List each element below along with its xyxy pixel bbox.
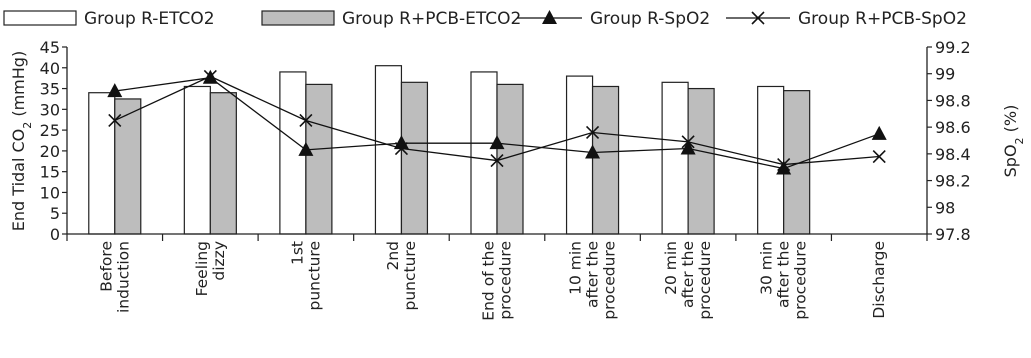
marker-group-r-pcb-spo2 <box>490 153 504 168</box>
right-tick-label: 98.2 <box>935 172 971 191</box>
marker-group-r-pcb-spo2 <box>299 113 313 128</box>
left-axis-title-sub: 2 <box>21 122 34 129</box>
marker-group-r-pcb-spo2 <box>394 141 409 156</box>
left-tick-label: 45 <box>40 38 60 57</box>
legend-swatch-group-r-pcb-etco2 <box>261 10 335 26</box>
category-label: 20 min <box>662 241 680 295</box>
bar-group-r-pcb-etco2 <box>400 81 429 235</box>
marker-group-r-pcb-spo2 <box>108 113 122 128</box>
legend-marker-group-r-pcb-spo2 <box>751 11 765 25</box>
left-tick-label: 30 <box>40 100 60 119</box>
category-label: after the <box>679 241 697 308</box>
bar-group-r-etco2 <box>88 92 116 235</box>
marker-group-r-spo2 <box>680 140 696 155</box>
category-label: procedure <box>696 241 714 320</box>
legend-label-group-r-pcb-etco2: Group R+PCB-ETCO2 <box>342 9 521 29</box>
bar-group-r-pcb-etco2 <box>687 87 715 235</box>
category-label: after the <box>775 241 793 308</box>
legend: Group R-ETCO2 Group R+PCB-ETCO2 Group R-Sp… <box>3 9 967 29</box>
marker-group-r-spo2 <box>107 83 123 98</box>
marker-group-r-spo2 <box>776 160 792 175</box>
legend-label-group-r-spo2: Group R-SpO2 <box>590 9 710 29</box>
category-label: 10 min <box>567 241 585 295</box>
marker-group-r-pcb-spo2 <box>585 125 600 140</box>
legend-swatch-group-r-etco2 <box>3 10 77 26</box>
category-label: 2nd <box>384 241 402 271</box>
left-tick-label: 20 <box>40 142 60 161</box>
bar-group-r-pcb-etco2 <box>591 85 620 235</box>
category-label: End of the <box>480 241 498 321</box>
right-tick-label: 98.6 <box>935 118 971 137</box>
marker-group-r-pcb-spo2 <box>203 69 217 83</box>
left-tick-label: 40 <box>40 59 60 78</box>
right-axis-title: SpO2 (%) <box>1001 105 1026 178</box>
category-label: 30 min <box>758 241 776 295</box>
marker-group-r-spo2 <box>298 141 314 156</box>
marker-group-r-pcb-spo2 <box>777 157 791 172</box>
lines <box>107 69 887 175</box>
bar-group-r-pcb-etco2 <box>114 98 142 235</box>
category-label: 1st <box>288 241 306 265</box>
category-label: procedure <box>601 241 619 320</box>
bar-group-r-etco2 <box>374 65 403 235</box>
right-axis-title-main: SpO <box>1001 144 1020 177</box>
right-tick-label: 99 <box>935 65 955 84</box>
left-tick-label: 35 <box>40 80 60 99</box>
marker-group-r-spo2 <box>489 135 505 150</box>
right-axis-ticks: 97.8 98 98.2 98.4 98.6 98.8 99 99.2 <box>927 38 971 244</box>
legend-label-group-r-etco2: Group R-ETCO2 <box>84 9 215 29</box>
category-label: puncture <box>305 241 323 310</box>
left-axis-title-main: End Tidal CO <box>9 129 28 231</box>
left-tick-label: 0 <box>50 225 60 244</box>
bar-group-r-etco2 <box>183 85 211 235</box>
right-axis-title-unit: (%) <box>1001 105 1020 138</box>
axis-titles: End Tidal CO2 (mmHg)SpO2 (%) <box>9 51 1026 231</box>
category-label: Discharge <box>870 241 888 319</box>
left-tick-label: 25 <box>40 121 60 140</box>
category-label: induction <box>114 241 132 313</box>
left-tick-label: 10 <box>40 183 60 202</box>
left-axis-title-unit: (mmHg) <box>9 51 28 122</box>
bar-group-r-pcb-etco2 <box>305 83 333 235</box>
left-tick-label: 15 <box>40 163 60 182</box>
marker-group-r-pcb-spo2 <box>681 135 695 149</box>
left-tick-label: 5 <box>50 204 60 223</box>
right-axis-title-sub: 2 <box>1013 137 1026 144</box>
marker-group-r-spo2 <box>871 125 887 140</box>
bars <box>88 65 811 235</box>
category-label: procedure <box>792 241 810 320</box>
right-tick-label: 98.8 <box>935 91 971 110</box>
right-tick-label: 97.8 <box>935 225 971 244</box>
right-tick-label: 99.2 <box>935 38 971 57</box>
category-label: Feeling <box>193 241 211 296</box>
axes <box>66 47 928 241</box>
bar-group-r-etco2 <box>470 71 498 235</box>
right-tick-label: 98.4 <box>935 145 971 164</box>
category-label: dizzy <box>210 241 228 281</box>
legend-label-group-r-pcb-spo2: Group R+PCB-SpO2 <box>798 9 967 29</box>
bar-group-r-etco2 <box>661 81 689 235</box>
marker-group-r-spo2 <box>585 144 601 159</box>
bar-group-r-pcb-etco2 <box>209 92 237 235</box>
legend-marker-group-r-spo2 <box>542 10 557 24</box>
category-label: procedure <box>497 241 515 320</box>
marker-group-r-pcb-spo2 <box>872 149 886 164</box>
category-label: after the <box>584 241 602 308</box>
category-label: puncture <box>401 241 419 310</box>
left-axis-title: End Tidal CO2 (mmHg) <box>9 51 34 231</box>
right-tick-label: 98 <box>935 198 955 217</box>
category-label: Before <box>97 241 115 292</box>
